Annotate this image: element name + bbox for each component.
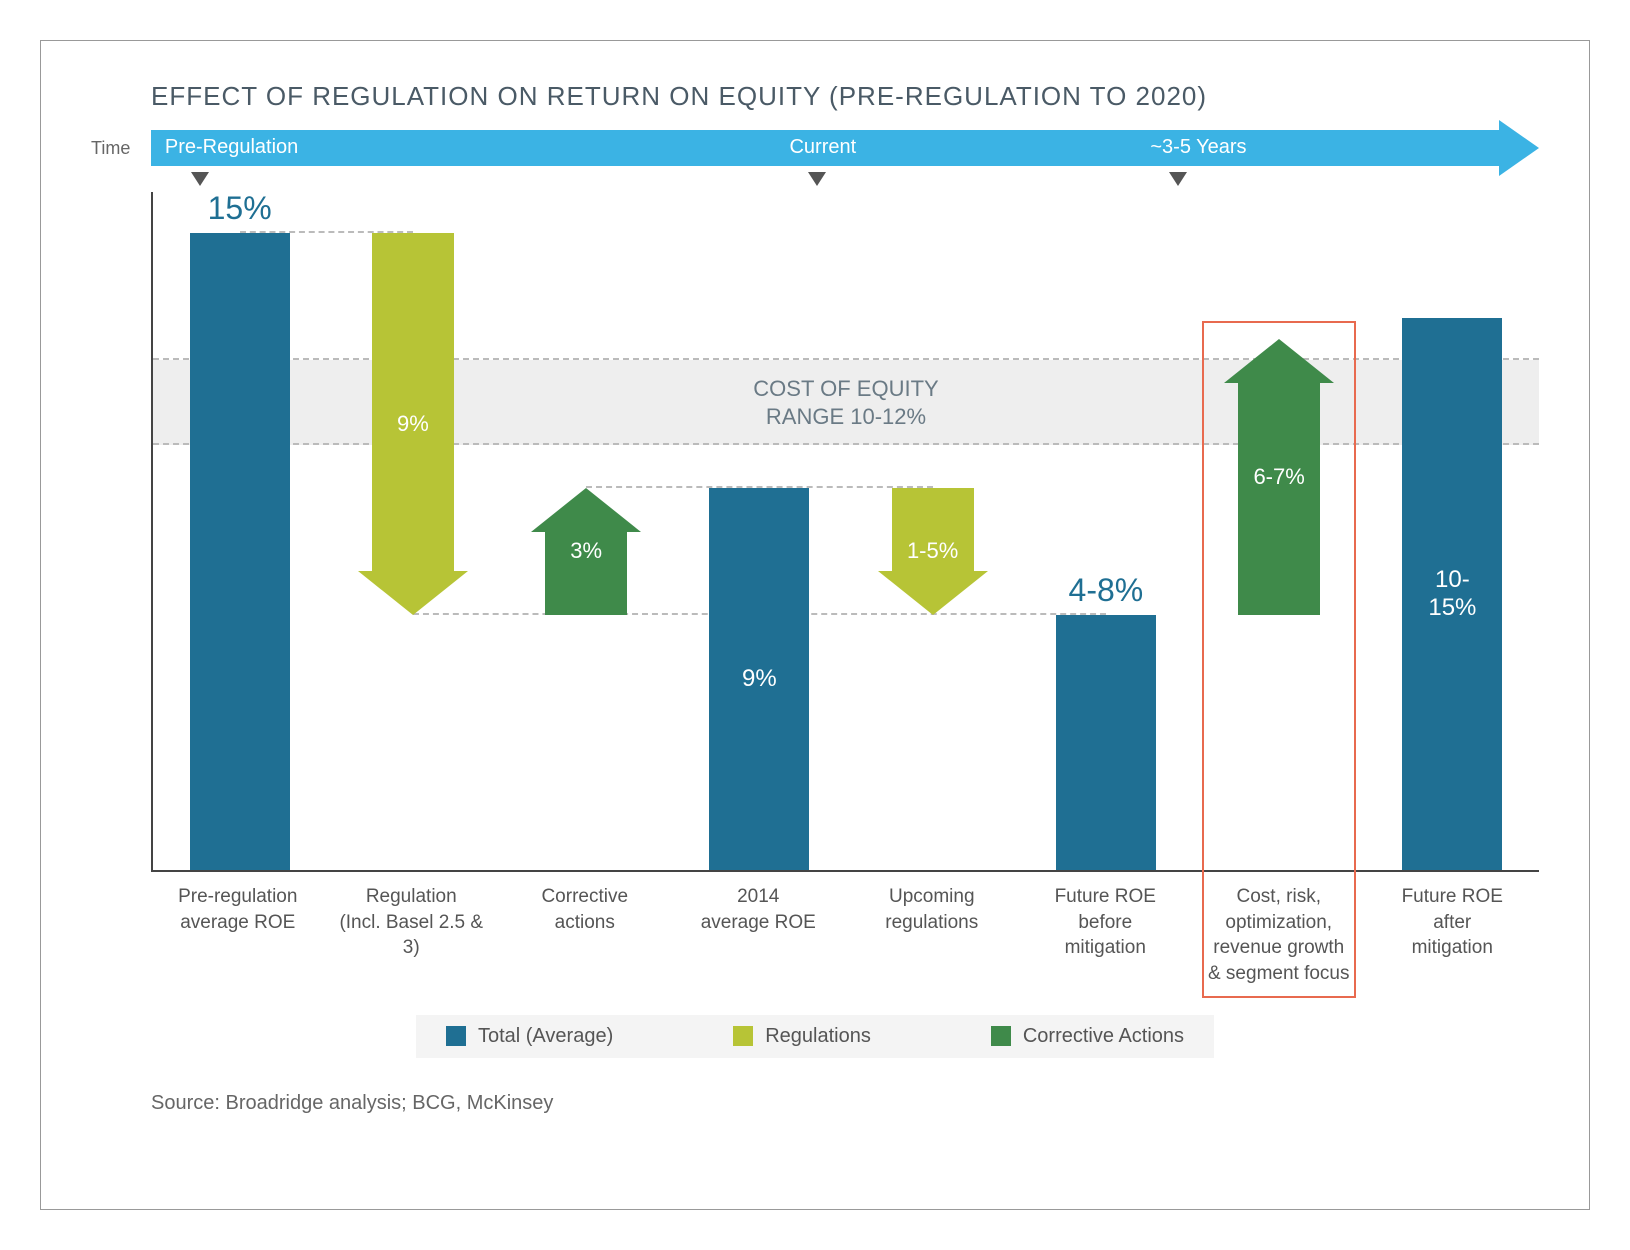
legend-label: Regulations [765, 1025, 871, 1048]
timeline-axis-label: Time [91, 138, 151, 159]
bar-top-label: 4-8% [1046, 572, 1166, 609]
arrow-value-label: 1-5% [907, 538, 958, 564]
waterfall-chart: COST OF EQUITYRANGE 10-12%15%9%3%9%1-5%4… [151, 192, 1539, 872]
timeline-stop-label: ~3-5 Years [1150, 136, 1246, 159]
x-axis-label: 2014 average ROE [672, 884, 846, 987]
legend-label: Total (Average) [478, 1025, 613, 1048]
chart-title: EFFECT OF REGULATION ON RETURN ON EQUITY… [151, 81, 1539, 112]
x-axis-label: Regulation (Incl. Basel 2.5 & 3) [325, 884, 499, 987]
timeline-stop-label: Current [789, 136, 856, 159]
source-text: Source: Broadridge analysis; BCG, McKins… [151, 1092, 1539, 1115]
arrow-value-label: 9% [397, 411, 429, 437]
legend-swatch [446, 1026, 466, 1046]
legend-swatch [733, 1026, 753, 1046]
x-axis-label: Future ROE after mitigation [1366, 884, 1540, 987]
timeline-ticks [151, 172, 1539, 192]
timeline-arrow: Pre-Regulation Current ~3-5 Years [151, 130, 1539, 166]
bar-value-label: 9% [742, 665, 777, 693]
legend: Total (Average) Regulations Corrective Act… [416, 1015, 1214, 1058]
timeline-tick-icon [191, 172, 209, 186]
bar-total: 10- 15% [1402, 318, 1502, 871]
x-axis-label: Upcoming regulations [845, 884, 1019, 987]
bar-value-label: 10- 15% [1428, 566, 1476, 622]
timeline-tick-icon [1169, 172, 1187, 186]
x-axis-label: Future ROE before mitigation [1019, 884, 1193, 987]
bar-total: 9% [709, 488, 809, 871]
chart-frame: EFFECT OF REGULATION ON RETURN ON EQUITY… [40, 40, 1590, 1210]
legend-label: Corrective Actions [1023, 1025, 1184, 1048]
legend-item: Total (Average) [446, 1025, 613, 1048]
timeline-stop-label: Pre-Regulation [165, 136, 298, 159]
x-axis-label: Pre-regulation average ROE [151, 884, 325, 987]
bar-total [190, 233, 290, 871]
arrow-value-label: 3% [570, 538, 602, 564]
legend-swatch [991, 1026, 1011, 1046]
timeline: Time Pre-Regulation Current ~3-5 Years [91, 130, 1539, 166]
highlight-box [1202, 321, 1356, 998]
arrow-value-label: 6-7% [1253, 464, 1304, 490]
x-axis-label: Corrective actions [498, 884, 672, 987]
arrow-down-regulation: 9% [358, 233, 468, 616]
legend-item: Regulations [733, 1025, 871, 1048]
timeline-tick-icon [808, 172, 826, 186]
legend-item: Corrective Actions [991, 1025, 1184, 1048]
bar-total [1056, 615, 1156, 870]
arrow-up-corrective: 3% [531, 488, 641, 616]
bar-top-label: 15% [180, 190, 300, 227]
arrow-down-regulation: 1-5% [878, 488, 988, 616]
